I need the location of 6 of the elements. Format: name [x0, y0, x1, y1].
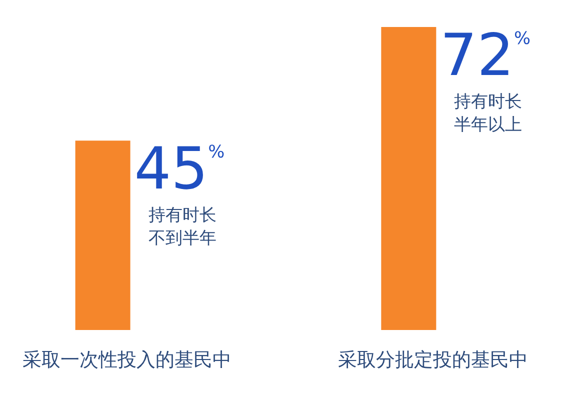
- annotation: 持有时长半年以上: [454, 92, 522, 135]
- data-label: 72$^{%}$: [440, 21, 531, 89]
- data-label: 45$^{%}$: [134, 134, 225, 203]
- x-tick-label: 采取一次性投入的基民中: [22, 349, 232, 371]
- annotation: 持有时长不到半年: [148, 206, 216, 249]
- x-tick-label: 采取分批定投的基民中: [338, 349, 528, 371]
